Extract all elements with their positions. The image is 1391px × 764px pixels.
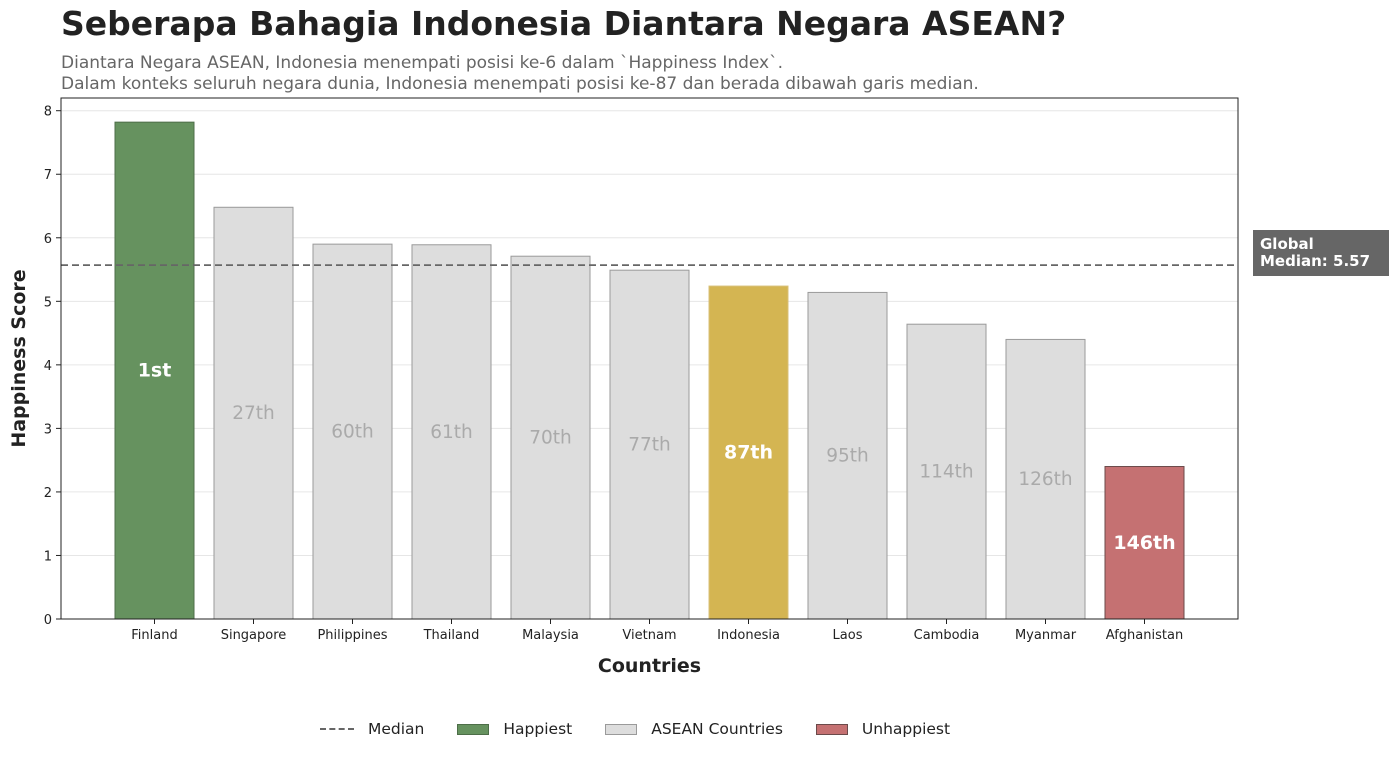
- chart-subtitle-line-2: Dalam konteks seluruh negara dunia, Indo…: [61, 74, 979, 94]
- x-tick-label-finland: Finland: [131, 628, 177, 643]
- legend-unhappiest-label: Unhappiest: [861, 720, 951, 738]
- y-tick-label: 3: [44, 422, 52, 437]
- y-tick-label: 0: [44, 613, 52, 628]
- rank-label-myanmar: 126th: [1018, 469, 1072, 490]
- rank-label-laos: 95th: [826, 446, 869, 467]
- chart-title: Seberapa Bahagia Indonesia Diantara Nega…: [61, 4, 1067, 43]
- x-tick-label-indonesia: Indonesia: [717, 628, 780, 643]
- x-tick-label-malaysia: Malaysia: [522, 628, 579, 643]
- x-tick-label-vietnam: Vietnam: [622, 628, 676, 643]
- rank-label-afghanistan: 146th: [1113, 532, 1175, 554]
- legend-happiest-label: Happiest: [503, 720, 573, 738]
- y-tick-label: 6: [44, 232, 52, 247]
- bar-myanmar: [1005, 338, 1086, 620]
- x-tick-label-laos: Laos: [833, 628, 863, 643]
- legend-median-swatch: [320, 728, 354, 730]
- x-tick-label-afghanistan: Afghanistan: [1106, 628, 1183, 643]
- rank-label-singapore: 27th: [232, 403, 275, 424]
- legend-happiest-swatch: [457, 723, 490, 735]
- legend-unhappiest-swatch: [815, 723, 848, 735]
- chart-subtitle-line-1: Diantara Negara ASEAN, Indonesia menempa…: [61, 53, 784, 73]
- bar-malaysia: [510, 255, 591, 620]
- median-annotation-line-2: Median: 5.57: [1260, 252, 1371, 270]
- legend-item-median: Median: [320, 720, 424, 738]
- legend-median-label: Median: [368, 720, 425, 738]
- y-tick-label: 4: [44, 359, 52, 374]
- median-annotation-line-1: Global: [1260, 235, 1314, 253]
- x-axis-title: Countries: [598, 655, 701, 677]
- y-tick-label: 2: [44, 486, 52, 501]
- median-annotation: Global Median: 5.57: [1253, 230, 1389, 276]
- legend-item-happiest: Happiest: [457, 720, 572, 738]
- x-tick-label-myanmar: Myanmar: [1015, 628, 1077, 643]
- bar-thailand: [411, 244, 492, 620]
- y-tick-label: 7: [44, 168, 52, 183]
- bar-singapore: [213, 206, 294, 620]
- legend-item-asean: ASEAN Countries: [605, 720, 783, 738]
- rank-label-thailand: 61th: [430, 422, 473, 443]
- y-tick-label: 1: [44, 549, 52, 564]
- legend-item-unhappiest: Unhappiest: [815, 720, 951, 738]
- rank-label-vietnam: 77th: [628, 435, 671, 456]
- bar-laos: [807, 291, 888, 620]
- bar-philippines: [312, 243, 393, 620]
- y-tick-label: 8: [44, 105, 52, 120]
- bar-finland: [114, 121, 195, 620]
- bar-indonesia: [708, 285, 789, 620]
- rank-label-cambodia: 114th: [919, 462, 973, 483]
- legend-asean-label: ASEAN Countries: [651, 720, 783, 738]
- y-axis-title: Happiness Score: [8, 269, 30, 447]
- rank-label-philippines: 60th: [331, 422, 374, 443]
- x-tick-label-singapore: Singapore: [221, 628, 287, 643]
- rank-label-finland: 1st: [138, 360, 172, 382]
- legend-asean-swatch: [605, 723, 638, 735]
- x-tick-label-cambodia: Cambodia: [914, 628, 980, 643]
- x-tick-label-philippines: Philippines: [317, 628, 387, 643]
- plot-frame: [60, 97, 1239, 620]
- rank-label-malaysia: 70th: [529, 428, 572, 449]
- legend: Median Happiest ASEAN Countries Unhappie…: [320, 718, 983, 740]
- x-tick-label-thailand: Thailand: [423, 628, 480, 643]
- rank-label-indonesia: 87th: [724, 442, 773, 464]
- bar-vietnam: [609, 269, 690, 620]
- bar-afghanistan: [1104, 466, 1185, 620]
- bar-cambodia: [906, 323, 987, 620]
- y-tick-label: 5: [44, 295, 52, 310]
